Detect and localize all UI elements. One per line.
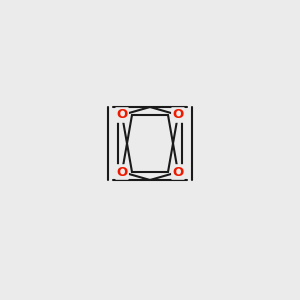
Text: O: O [172, 166, 184, 178]
Text: O: O [116, 109, 128, 122]
Text: O: O [116, 166, 128, 178]
Text: O: O [172, 109, 184, 122]
